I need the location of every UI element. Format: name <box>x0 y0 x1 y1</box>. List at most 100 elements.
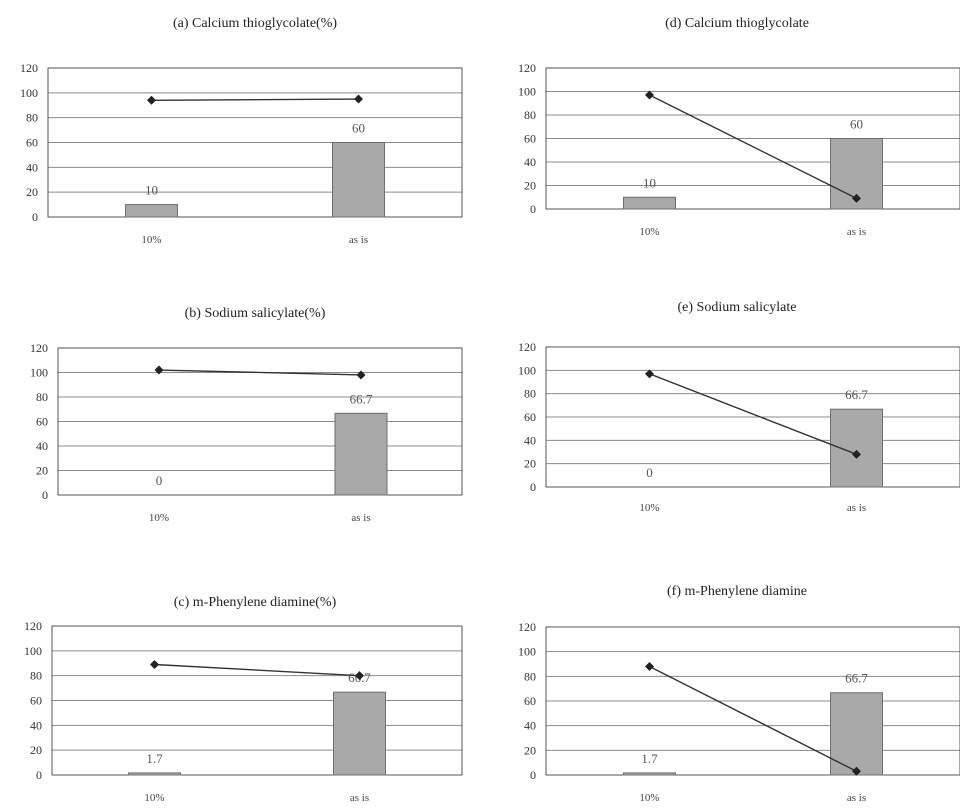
bar-data-label: 0 <box>646 465 653 480</box>
series-line <box>649 94 857 200</box>
plot-frame <box>545 626 960 776</box>
plot-frame <box>51 625 463 776</box>
bar-data-label: 1.7 <box>146 751 163 766</box>
line-marker <box>852 449 861 459</box>
line-marker <box>645 90 654 100</box>
y-tick-label: 100 <box>518 363 536 377</box>
chart-panel: (f) m-Phenylene diamine 0 20 40 60 80 100 120 1.… <box>518 584 960 804</box>
y-tick-label: 100 <box>20 86 38 100</box>
bar <box>332 142 385 218</box>
y-tick-label: 60 <box>524 410 536 424</box>
y-tick-label: 100 <box>30 366 48 380</box>
y-tick-label: 20 <box>524 457 536 471</box>
x-tick-label: 10% <box>141 234 161 246</box>
y-tick-label: 100 <box>518 85 536 99</box>
chart-title: (c) m-Phenylene diamine(%) <box>174 595 337 610</box>
bar-data-label: 60 <box>850 117 863 132</box>
y-tick-label: 120 <box>518 340 536 354</box>
y-tick-label: 60 <box>36 415 48 429</box>
bar <box>128 772 181 776</box>
y-tick-label: 80 <box>524 387 536 401</box>
y-tick-label: 40 <box>524 433 536 447</box>
y-tick-label: 40 <box>524 155 536 169</box>
y-tick-label: 40 <box>30 718 42 732</box>
bar-data-label: 0 <box>156 473 163 488</box>
chart-title: (a) Calcium thioglycolate(%) <box>173 16 337 31</box>
line-marker <box>150 659 159 669</box>
bar <box>830 692 883 776</box>
x-tick-label: 10% <box>639 502 659 514</box>
x-tick-label: 10% <box>639 226 659 238</box>
chart-panel: (a) Calcium thioglycolate(%) 0 20 40 60 80 100… <box>20 16 463 246</box>
y-tick-label: 80 <box>26 111 38 125</box>
x-tick-label: 10% <box>149 512 169 524</box>
y-tick-label: 20 <box>524 179 536 193</box>
chart-panel: (e) Sodium salicylate 0 20 40 60 80 100 120 0 66.… <box>518 300 960 514</box>
chart-title: (e) Sodium salicylate <box>678 300 797 315</box>
y-tick-label: 60 <box>30 694 42 708</box>
plot-frame <box>57 347 463 496</box>
line-marker <box>354 94 363 104</box>
y-tick-label: 0 <box>32 210 38 224</box>
y-tick-label: 120 <box>24 619 42 633</box>
bar <box>623 196 676 210</box>
y-tick-label: 20 <box>26 185 38 199</box>
line-marker <box>154 365 164 375</box>
series-line <box>649 373 857 455</box>
series-line <box>151 98 359 101</box>
y-tick-label: 0 <box>530 202 536 216</box>
y-tick-label: 0 <box>42 488 48 502</box>
x-tick-label: 10% <box>639 792 659 804</box>
y-tick-label: 60 <box>26 136 38 150</box>
chart-panel: (d) Calcium thioglycolate 0 20 40 60 80 100 120… <box>518 16 960 238</box>
y-tick-label: 60 <box>524 132 536 146</box>
bar-data-label: 1.7 <box>641 751 658 766</box>
chart-panel: (c) m-Phenylene diamine(%) 0 20 40 60 80 100 12… <box>24 595 463 804</box>
plot-frame <box>545 346 960 488</box>
x-tick-label: as is <box>351 512 370 524</box>
line-marker <box>147 95 156 105</box>
series-line <box>649 665 857 772</box>
plot-frame <box>545 67 960 210</box>
y-tick-label: 40 <box>26 160 38 174</box>
bar <box>623 772 676 776</box>
chart-title: (b) Sodium salicylate(%) <box>185 306 326 321</box>
y-tick-label: 120 <box>20 61 38 75</box>
bar <box>125 204 178 218</box>
series-line <box>154 663 360 677</box>
y-tick-label: 100 <box>518 645 536 659</box>
x-tick-label: as is <box>847 226 866 238</box>
line-marker <box>852 193 861 203</box>
chart-title: (d) Calcium thioglycolate <box>665 16 809 31</box>
y-tick-label: 20 <box>30 743 42 757</box>
line-marker <box>852 766 861 776</box>
y-tick-label: 0 <box>530 480 536 494</box>
y-tick-label: 80 <box>524 669 536 683</box>
y-tick-label: 20 <box>36 464 48 478</box>
bar <box>333 691 386 776</box>
y-tick-label: 0 <box>36 768 42 782</box>
x-tick-label: as is <box>349 234 368 246</box>
x-tick-label: as is <box>847 502 866 514</box>
y-tick-label: 0 <box>530 768 536 782</box>
bar-data-label: 10 <box>145 183 158 198</box>
y-tick-label: 80 <box>36 390 48 404</box>
y-tick-label: 80 <box>30 669 42 683</box>
line-marker <box>645 661 654 671</box>
y-tick-label: 80 <box>524 108 536 122</box>
y-tick-label: 40 <box>36 439 48 453</box>
line-marker <box>356 370 366 380</box>
y-tick-label: 120 <box>518 61 536 75</box>
x-tick-label: as is <box>350 792 369 804</box>
y-tick-label: 100 <box>24 644 42 658</box>
bar-data-label: 66.7 <box>845 671 868 686</box>
bar <box>334 412 388 496</box>
bar-data-label: 60 <box>352 121 365 136</box>
series-line <box>158 369 362 376</box>
chart-title: (f) m-Phenylene diamine <box>667 584 807 599</box>
y-tick-label: 60 <box>524 694 536 708</box>
y-tick-label: 40 <box>524 719 536 733</box>
bar-data-label: 66.7 <box>845 387 868 402</box>
bar-data-label: 66.7 <box>350 391 373 406</box>
